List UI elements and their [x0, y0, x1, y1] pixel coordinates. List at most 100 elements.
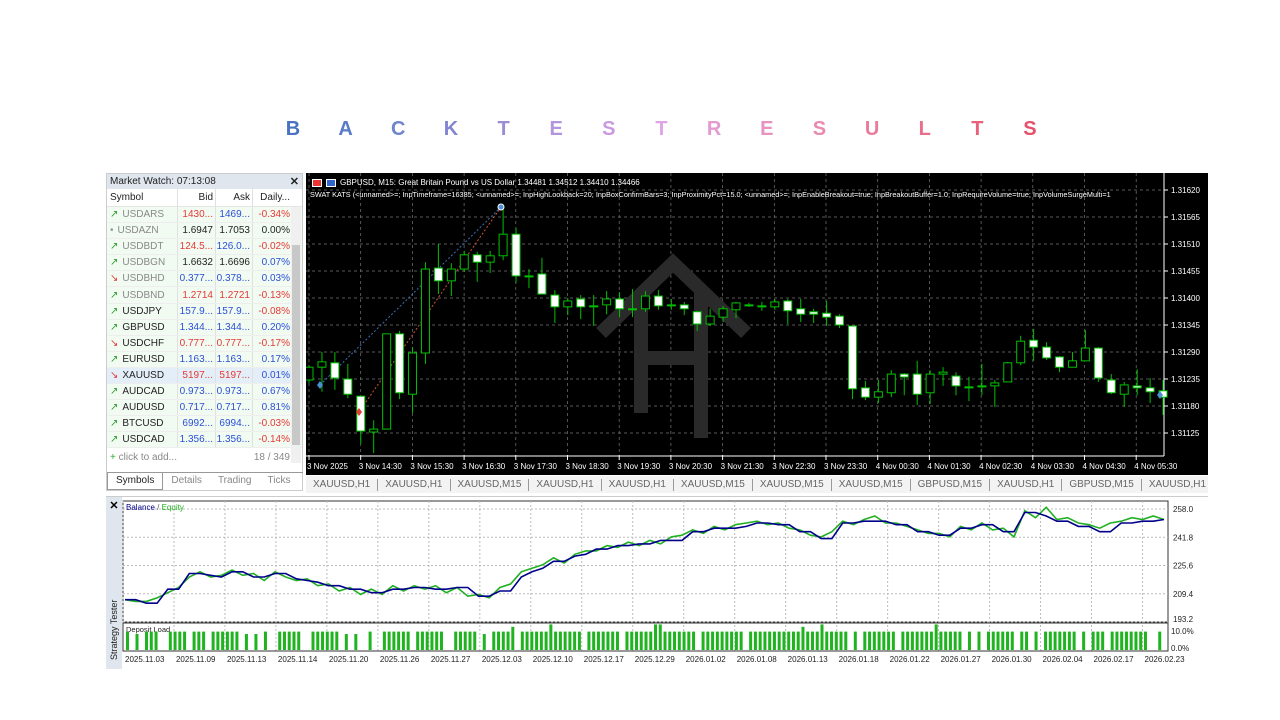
load-bar [178, 631, 182, 650]
ask-cell: 157.9... [215, 303, 252, 319]
candle-body [1067, 360, 1077, 368]
candle [602, 291, 612, 315]
load-bar [882, 631, 886, 650]
load-bar [991, 631, 995, 650]
close-icon[interactable]: ✕ [289, 176, 299, 188]
candlestick-plot[interactable]: 1.31620 1.31565 1.31510 1.31455 1.31400 1.313… [304, 173, 1208, 475]
symbol-row[interactable]: ↗ AUDUSD 0.717... 0.717... 0.81% [107, 400, 302, 417]
ask-cell: 1.2721 [215, 287, 252, 303]
candle [718, 305, 728, 323]
tab-ticks[interactable]: Ticks [267, 475, 291, 486]
chart-tab[interactable]: XAUUSD,H1 [529, 478, 602, 491]
candle-body [1016, 340, 1026, 364]
strategy-tester-panel: ✕ Strategy Tester 258.0 241.8 225.6 209.4 19… [106, 496, 1208, 670]
symbol-row[interactable]: ↗ USDCAD 1.356... 1.356... -0.14% [107, 432, 302, 449]
load-bar [416, 631, 420, 650]
chart-ea-icon [326, 178, 336, 187]
chart-tab[interactable]: GBPUSD,M15 [911, 478, 991, 491]
add-symbol-label[interactable]: click to add... [118, 452, 177, 463]
column-ask[interactable]: Ask [215, 189, 252, 206]
symbol-row[interactable]: ↗ USDBGN 1.6632 1.6696 0.07% [107, 255, 302, 272]
load-bar [720, 631, 724, 650]
symbol-row[interactable]: ↗ USDJPY 157.9... 157.9... -0.08% [107, 303, 302, 320]
add-symbol-row[interactable]: + click to add... 18 / 349 [110, 452, 290, 463]
symbol-row[interactable]: • USDAZN 1.6947 1.7053 0.00% [107, 223, 302, 240]
time-tick-label: 3 Nov 23:30 [824, 462, 868, 471]
symbol-row[interactable]: ↘ USDCHF 0.777... 0.777... -0.17% [107, 335, 302, 352]
chart-tab[interactable]: XAUUSD,H1 [378, 478, 451, 491]
candle-body [1119, 384, 1129, 395]
candle [964, 377, 974, 402]
chart-tab[interactable]: XAUUSD,H1 [602, 478, 674, 491]
chart-tab[interactable]: GBPUSD,M15 [1062, 478, 1142, 491]
load-bar [687, 631, 691, 650]
load-bar [730, 631, 734, 650]
scrollbar-thumb[interactable] [292, 245, 300, 445]
candle [899, 373, 909, 396]
load-bar [397, 631, 401, 650]
price-tick-label: 1.31400 [1171, 294, 1200, 303]
candle [382, 333, 392, 430]
symbol-count: 18 / 349 [253, 452, 290, 463]
chart-tab[interactable]: XAUUSD,M15 [674, 478, 753, 491]
load-bar [948, 631, 952, 650]
chart-tab[interactable]: XAUUSD,M15 [451, 478, 530, 491]
daily-cell: -0.13% [252, 287, 292, 303]
load-bar [297, 631, 301, 650]
chart-tab[interactable]: XAUUSD,H1 [306, 478, 379, 491]
price-chart[interactable]: 1.31620 1.31565 1.31510 1.31455 1.31400 1.313… [304, 173, 1208, 475]
load-bar [791, 631, 795, 650]
symbol-row[interactable]: ↘ USDBHD 0.377... 0.378... 0.03% [107, 271, 302, 288]
candle [666, 298, 676, 310]
load-tick-label: 0.0% [1171, 644, 1189, 653]
symbol-row[interactable]: ↗ GBPUSD 1.344... 1.344... 0.20% [107, 319, 302, 336]
symbol-row[interactable]: ↗ USDARS 1430... 1469... -0.34% [107, 207, 302, 224]
symbol-row[interactable]: ↘ XAUUSD 5197... 5197... 0.01% [107, 367, 302, 385]
load-bar [706, 631, 710, 650]
load-bar [497, 631, 501, 650]
load-bar [839, 631, 843, 650]
chart-tab[interactable]: XAUUSD,M15 [753, 478, 832, 491]
column-symbol[interactable]: Symbol [110, 192, 144, 203]
load-bar [772, 631, 776, 650]
load-bar [796, 631, 800, 650]
bid-cell: 1430... [177, 207, 215, 223]
symbol-row[interactable]: ↗ USDBDT 124.5... 126.0... -0.02% [107, 239, 302, 256]
symbol-name: EURUSD [122, 353, 165, 365]
load-bar [392, 631, 396, 650]
symbol-row[interactable]: ↗ BTCUSD 6992... 6994... -0.03% [107, 416, 302, 433]
symbol-row[interactable]: ↗ EURUSD 1.163... 1.163... 0.17% [107, 351, 302, 368]
symbol-row[interactable]: ↗ AUDCAD 0.973... 0.973... 0.67% [107, 384, 302, 401]
chart-tab[interactable]: XAUUSD,M15 [832, 478, 911, 491]
load-bar [1143, 631, 1147, 650]
market-watch-rows: ↗ USDARS 1430... 1469... -0.34% • USDAZN 1.6947… [107, 207, 302, 449]
title-letter: U [864, 118, 880, 140]
symbol-cell: ↗ AUDUSD [107, 402, 177, 413]
load-bar [482, 634, 486, 650]
graph-legend: Balance / Equity [126, 503, 184, 512]
load-bar [568, 631, 572, 650]
load-bar [592, 631, 596, 650]
price-tick-label: 1.31125 [1171, 429, 1200, 438]
tab-details[interactable]: Details [171, 475, 202, 486]
column-daily[interactable]: Daily... [252, 189, 292, 206]
tab-symbols[interactable]: Symbols [107, 473, 164, 490]
title-letter: S [602, 118, 616, 140]
symbol-row[interactable]: ↗ USDBND 1.2714 1.2721 -0.13% [107, 287, 302, 304]
chart-list-icon [312, 178, 322, 187]
load-bar [154, 631, 158, 650]
tab-trading[interactable]: Trading [217, 475, 252, 486]
close-icon[interactable]: ✕ [109, 500, 119, 512]
candle [990, 379, 1000, 407]
scrollbar[interactable] [291, 207, 301, 463]
daily-cell: 0.01% [252, 367, 292, 384]
load-bar [197, 631, 201, 650]
time-tick-label: 3 Nov 15:30 [410, 462, 454, 471]
arrow-down-icon: ↘ [110, 273, 119, 285]
chart-tab[interactable]: XAUUSD,H1 [1142, 479, 1208, 491]
y-tick-label: 209.4 [1173, 590, 1194, 599]
column-bid[interactable]: Bid [177, 189, 215, 206]
price-tick-label: 1.31290 [1171, 348, 1200, 357]
chart-tab[interactable]: XAUUSD,H1 [990, 478, 1063, 491]
load-bar [910, 631, 914, 650]
